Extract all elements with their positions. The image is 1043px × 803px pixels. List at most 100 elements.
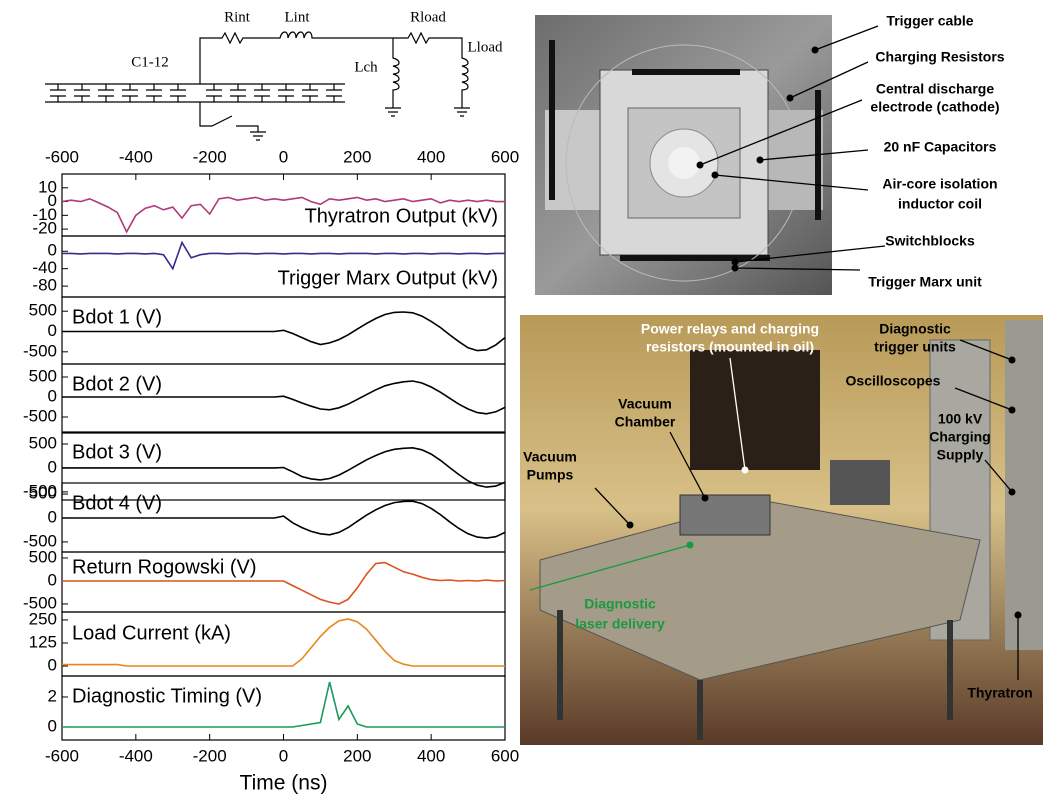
y-tick-label: 125 xyxy=(29,632,57,651)
photo-detail xyxy=(680,495,770,535)
panel-label: Bdot 1 (V) xyxy=(72,306,162,328)
lch-inductor xyxy=(385,38,401,116)
panel-label: Bdot 4 (V) xyxy=(72,492,162,514)
x-tick-label: 400 xyxy=(417,746,445,765)
circuit-label: Rint xyxy=(224,9,251,25)
arrow-head xyxy=(1009,357,1016,364)
annotation: Trigger Marx unit xyxy=(868,274,982,290)
arrow-head xyxy=(687,542,694,549)
annotation: Chamber xyxy=(615,414,676,430)
y-tick-label: 500 xyxy=(29,301,57,320)
y-tick-label: 0 xyxy=(48,716,57,735)
annotation: Vacuum xyxy=(523,449,577,465)
panel-label: Return Rogowski (V) xyxy=(72,556,257,578)
trace xyxy=(62,243,505,269)
arrow-head xyxy=(1015,612,1022,619)
y-tick-label: 0 xyxy=(48,457,57,476)
y-tick-label: 500 xyxy=(29,433,57,452)
circuit-label: Rload xyxy=(410,9,446,25)
x-tick-label: -200 xyxy=(193,746,227,765)
annotation: resistors (mounted in oil) xyxy=(646,339,814,355)
y-tick-label: -40 xyxy=(32,258,57,277)
photo-detail xyxy=(1005,320,1043,650)
annotation: electrode (cathode) xyxy=(870,99,999,115)
x-tick-label: 0 xyxy=(279,147,288,166)
x-tick-label: -400 xyxy=(119,147,153,166)
annotation: Central discharge xyxy=(876,81,994,97)
y-tick-label: 2 xyxy=(48,686,57,705)
annotation: Diagnostic xyxy=(879,321,951,337)
y-tick-label: 0 xyxy=(48,321,57,340)
x-tick-label: 200 xyxy=(343,147,371,166)
circuit-diagram xyxy=(45,32,470,140)
annotation: Trigger cable xyxy=(886,13,973,29)
circuit-wiring xyxy=(200,32,470,116)
photo-detail xyxy=(668,147,700,179)
top-photo xyxy=(535,15,832,295)
page: {"circuit": {"labels": ["Rint", "Lint", … xyxy=(0,0,1043,798)
y-tick-label: -500 xyxy=(23,341,57,360)
arrow-head xyxy=(732,265,739,272)
y-tick-label: -500 xyxy=(23,406,57,425)
arrow-head xyxy=(697,162,704,169)
y-tick-label: 0 xyxy=(48,241,57,260)
y-tick-label: 0 xyxy=(48,656,57,675)
annotation: Charging xyxy=(929,429,990,445)
y-tick-label: 500 xyxy=(29,366,57,385)
annotation: Power relays and charging xyxy=(641,321,819,337)
y-tick-label: 500 xyxy=(29,484,57,503)
panel-label: Bdot 2 (V) xyxy=(72,373,162,395)
arrow-head xyxy=(787,95,794,102)
arrow-head xyxy=(742,467,749,474)
x-tick-label: -600 xyxy=(45,746,79,765)
figure: RintLintRloadLloadLchC1-12100-10-20-600-… xyxy=(0,0,1043,798)
y-tick-label: 0 xyxy=(48,386,57,405)
annotation: trigger units xyxy=(874,339,956,355)
y-tick-label: -20 xyxy=(32,219,57,238)
x-tick-label: -600 xyxy=(45,147,79,166)
y-tick-label: 0 xyxy=(48,507,57,526)
arrow-head xyxy=(1009,407,1016,414)
x-tick-label: -200 xyxy=(193,147,227,166)
photo-detail xyxy=(830,460,890,505)
arrow-head xyxy=(702,495,709,502)
x-tick-label: 600 xyxy=(491,746,519,765)
switch xyxy=(200,102,266,140)
x-tick-label: 0 xyxy=(279,746,288,765)
arrow-head xyxy=(627,522,634,529)
annotation: Charging Resistors xyxy=(875,49,1004,65)
panel-label: Bdot 3 (V) xyxy=(72,441,162,463)
annotation: 20 nF Capacitors xyxy=(884,139,997,155)
y-tick-label: 500 xyxy=(29,547,57,566)
x-axis-label: Time (ns) xyxy=(240,772,328,795)
annotation: Air-core isolation xyxy=(882,176,997,192)
circuit-label: Lint xyxy=(285,9,311,25)
panel-label: Trigger Marx Output (kV) xyxy=(278,267,498,289)
capacitor-rails xyxy=(45,84,345,102)
annotation: inductor coil xyxy=(898,196,982,212)
annotation: Supply xyxy=(937,447,984,463)
panel-label: Thyratron Output (kV) xyxy=(305,205,498,227)
x-tick-label: 600 xyxy=(491,147,519,166)
arrow-head xyxy=(712,172,719,179)
circuit-label: Lload xyxy=(468,39,503,55)
y-tick-label: 250 xyxy=(29,609,57,628)
annotation: Diagnostic xyxy=(584,596,656,612)
annotation: Switchblocks xyxy=(885,233,975,249)
y-tick-label: 0 xyxy=(48,570,57,589)
arrow-head xyxy=(732,259,739,266)
annotation: laser delivery xyxy=(575,616,665,632)
y-tick-label: -80 xyxy=(32,276,57,295)
panel-label: Load Current (kA) xyxy=(72,622,231,644)
x-tick-label: 200 xyxy=(343,746,371,765)
annotation: Vacuum xyxy=(618,396,672,412)
circuit-label: Lch xyxy=(354,59,378,75)
arrow-head xyxy=(1009,489,1016,496)
annotation: 100 kV xyxy=(938,411,983,427)
arrow-head xyxy=(812,47,819,54)
circuit-label: C1-12 xyxy=(131,54,169,70)
panel-label: Diagnostic Timing (V) xyxy=(72,685,262,707)
capacitors xyxy=(50,84,342,102)
annotation: Oscilloscopes xyxy=(846,373,941,389)
bottom-photo xyxy=(520,315,1043,745)
